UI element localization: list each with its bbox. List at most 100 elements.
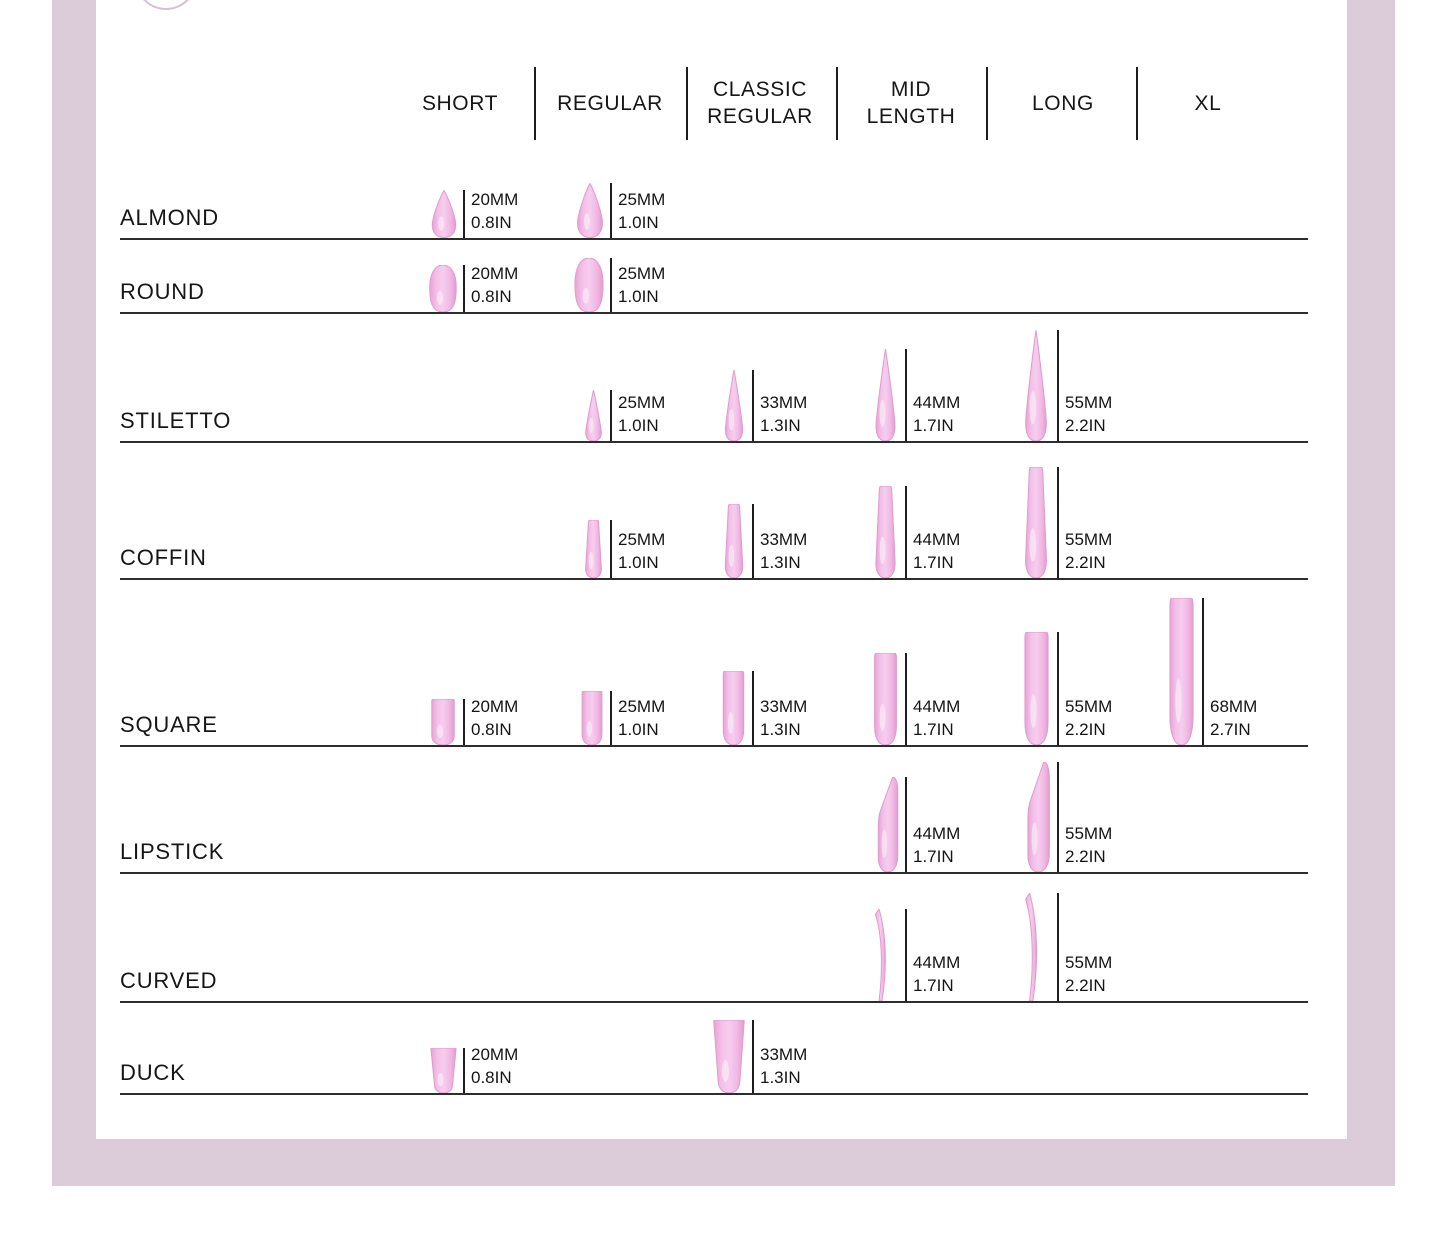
measure-line	[1057, 762, 1059, 872]
header-divider	[686, 67, 688, 140]
nail-stiletto-regular	[580, 390, 607, 441]
measurement-mm: 20MM	[471, 697, 519, 716]
row-label-coffin: COFFIN	[120, 545, 207, 570]
measurement: 25MM 1.0IN	[618, 187, 665, 234]
column-header-text: MID	[890, 78, 932, 101]
nail-duck-short	[427, 1048, 460, 1093]
column-header-xl: XL	[1128, 66, 1288, 140]
measurement: 25MM 1.0IN	[618, 694, 665, 741]
measurement-mm: 44MM	[913, 697, 961, 716]
measure-line	[752, 370, 754, 441]
measurement-in: 0.8IN	[471, 213, 512, 232]
measure-line	[905, 909, 907, 1001]
column-header-text: SHORT	[421, 91, 499, 115]
measure-line	[610, 258, 612, 312]
measurement: 44MM 1.7IN	[913, 527, 960, 574]
measurement: 33MM 1.3IN	[760, 1042, 807, 1089]
measurement-mm: 33MM	[760, 530, 808, 549]
nail-almond-regular	[573, 183, 607, 238]
nail-almond-short	[428, 190, 460, 238]
measurement-in: 1.7IN	[913, 976, 954, 995]
measure-line	[463, 1048, 465, 1093]
measurement: 44MM 1.7IN	[913, 821, 960, 868]
measurement-mm: 33MM	[760, 1045, 808, 1064]
measure-line	[1057, 632, 1059, 745]
measure-line	[752, 671, 754, 745]
measure-line	[1057, 893, 1059, 1001]
measurement-in: 1.7IN	[913, 847, 954, 866]
measurement: 44MM 1.7IN	[913, 694, 960, 741]
header-divider	[836, 67, 838, 140]
measurement: 44MM 1.7IN	[913, 390, 960, 437]
measurement-in: 2.2IN	[1065, 416, 1106, 435]
measurement-mm: 20MM	[471, 264, 519, 283]
measurement-mm: 55MM	[1065, 824, 1113, 843]
measure-line	[905, 777, 907, 872]
nail-square-xl	[1164, 598, 1199, 745]
row-separator	[120, 238, 1308, 240]
measure-line	[463, 699, 465, 745]
row-separator	[120, 745, 1308, 747]
measurement-in: 1.0IN	[618, 213, 659, 232]
column-header-text: XL	[1194, 91, 1222, 115]
nail-square-long	[1019, 632, 1054, 745]
measurement-mm: 25MM	[618, 697, 666, 716]
nail-coffin-regular	[580, 520, 607, 578]
row-separator	[120, 1001, 1308, 1003]
measurement-mm: 55MM	[1065, 953, 1113, 972]
measurement-in: 1.0IN	[618, 416, 659, 435]
measurement-mm: 20MM	[471, 190, 519, 209]
row-label-stiletto: STILETTO	[120, 408, 232, 433]
measurement: 55MM 2.2IN	[1065, 527, 1112, 574]
nail-curved-mid-length	[873, 909, 893, 1001]
measure-line	[463, 265, 465, 312]
column-header-text: LENGTH	[866, 105, 956, 128]
measurement-in: 1.0IN	[618, 287, 659, 306]
measurement: 20MM 0.8IN	[471, 1042, 518, 1089]
measurement: 33MM 1.3IN	[760, 527, 807, 574]
measurement: 25MM 1.0IN	[618, 527, 665, 574]
measurement-in: 0.8IN	[471, 720, 512, 739]
logo-circle-fragment	[135, 0, 197, 10]
nail-square-regular	[577, 691, 607, 745]
measure-line	[752, 504, 754, 578]
column-header-classic-regular: CLASSIC REGULAR	[680, 66, 840, 140]
measure-line	[1057, 330, 1059, 441]
measurement-in: 2.2IN	[1065, 976, 1106, 995]
measurement: 55MM 2.2IN	[1065, 950, 1112, 997]
nail-coffin-mid-length	[869, 486, 902, 578]
measurement-mm: 44MM	[913, 824, 961, 843]
measurement-mm: 55MM	[1065, 697, 1113, 716]
nail-square-classic-regular	[718, 671, 749, 745]
measurement-in: 1.7IN	[913, 553, 954, 572]
column-header-regular: REGULAR	[530, 66, 690, 140]
measurement-in: 1.3IN	[760, 720, 801, 739]
measurement-mm: 20MM	[471, 1045, 519, 1064]
column-header-long: LONG	[983, 66, 1143, 140]
measure-line	[1202, 598, 1204, 745]
row-label-curved: CURVED	[120, 968, 218, 993]
measurement: 25MM 1.0IN	[618, 261, 665, 308]
nail-round-short	[426, 265, 460, 312]
measurement-in: 2.2IN	[1065, 553, 1106, 572]
column-header-mid-length: MID LENGTH	[831, 66, 991, 140]
measure-line	[905, 653, 907, 745]
nail-stiletto-mid-length	[869, 349, 902, 441]
measurement: 44MM 1.7IN	[913, 950, 960, 997]
measurement: 55MM 2.2IN	[1065, 821, 1112, 868]
nail-square-mid-length	[869, 653, 902, 745]
measurement-mm: 68MM	[1210, 697, 1258, 716]
nail-stiletto-long	[1018, 330, 1054, 441]
measure-line	[610, 183, 612, 238]
nail-square-short	[426, 699, 460, 745]
row-separator	[120, 441, 1308, 443]
measurement: 55MM 2.2IN	[1065, 390, 1112, 437]
measurement-mm: 44MM	[913, 530, 961, 549]
nail-coffin-long	[1018, 467, 1054, 578]
measurement: 33MM 1.3IN	[760, 390, 807, 437]
row-label-lipstick: LIPSTICK	[120, 839, 225, 864]
nail-coffin-classic-regular	[719, 504, 749, 578]
measurement-mm: 55MM	[1065, 393, 1113, 412]
measure-line	[752, 1020, 754, 1093]
